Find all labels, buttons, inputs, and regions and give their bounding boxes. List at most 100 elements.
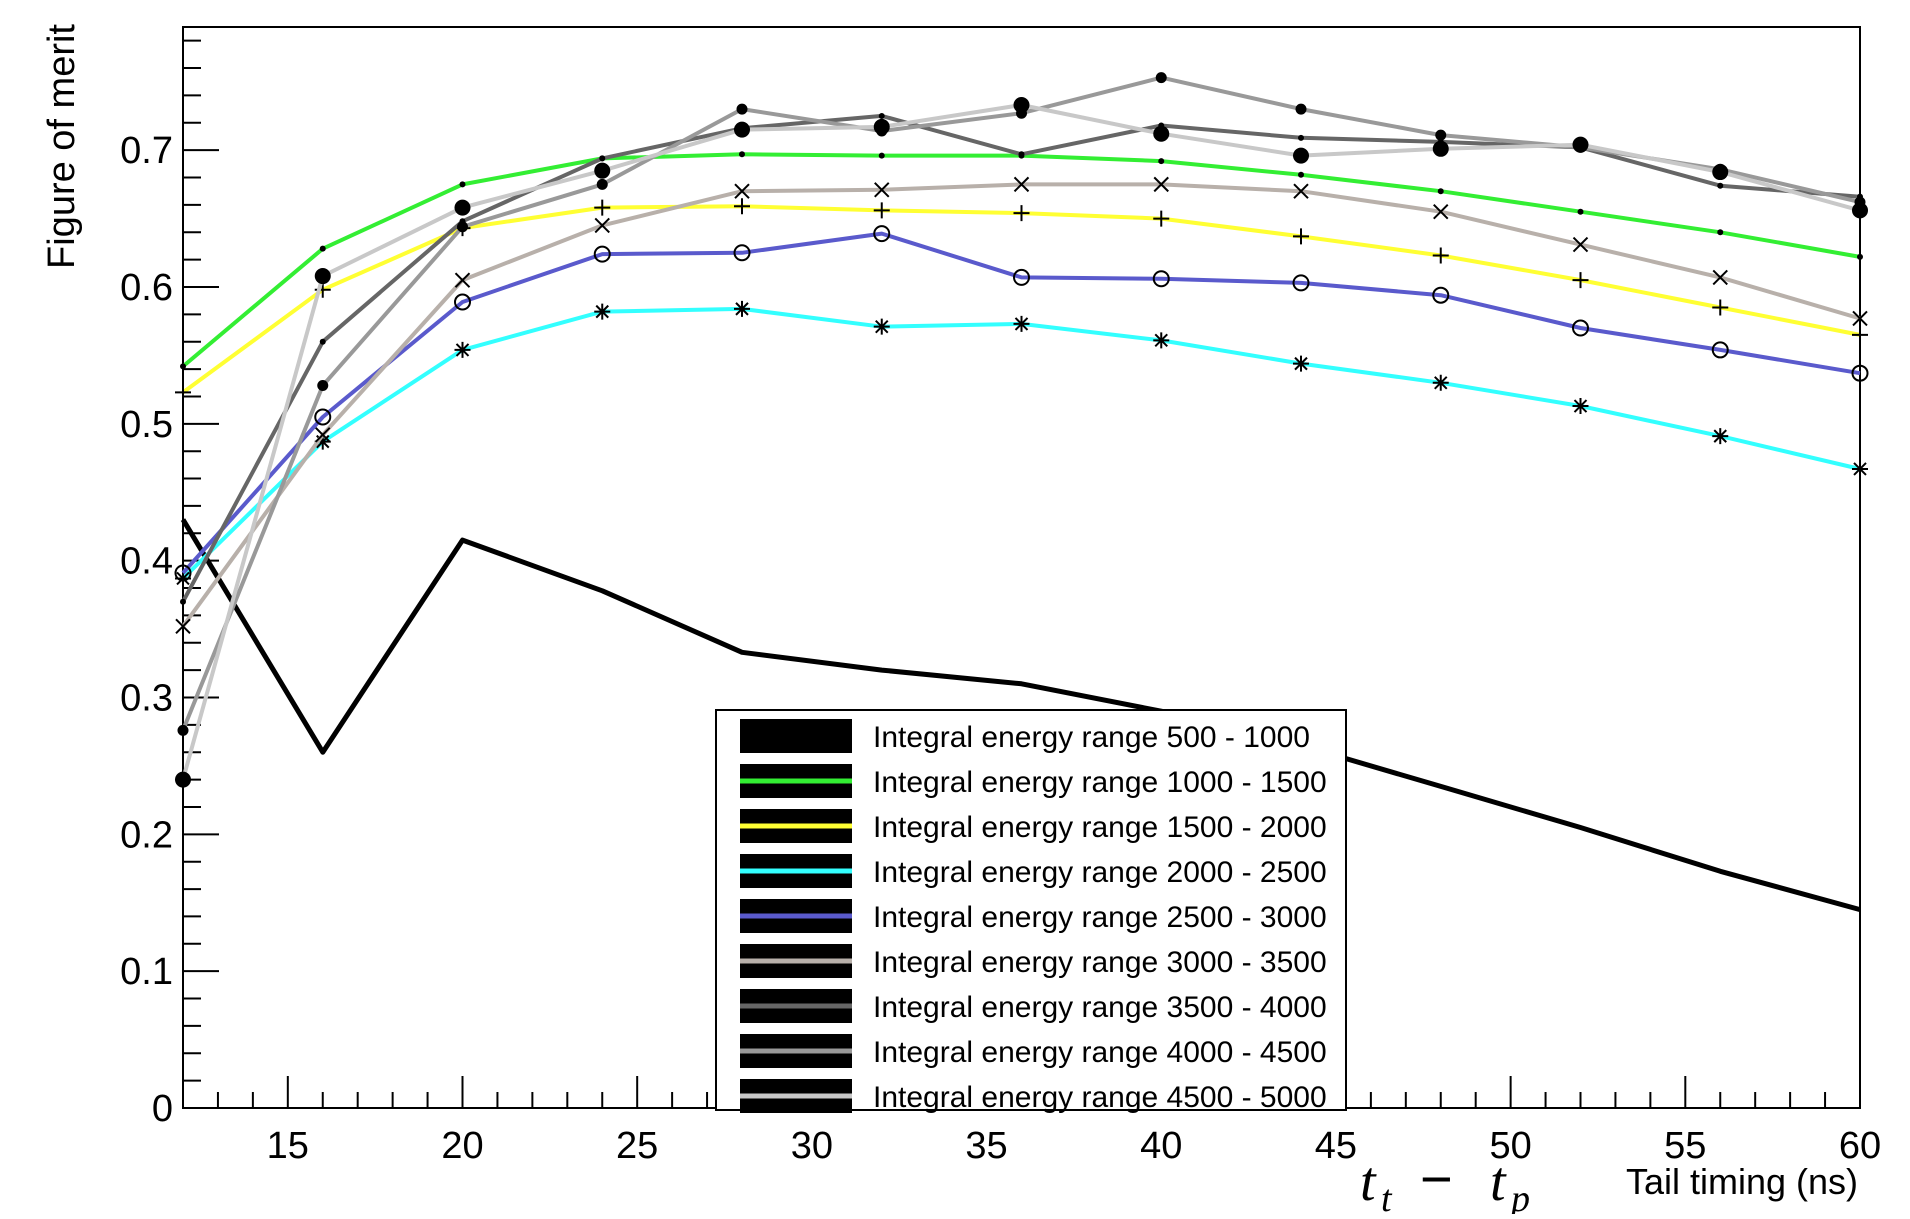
data-point bbox=[1298, 171, 1304, 178]
x-tick-label: 25 bbox=[616, 1125, 658, 1167]
data-point bbox=[1433, 204, 1449, 220]
x-tick-label: 35 bbox=[965, 1125, 1007, 1167]
data-point bbox=[314, 408, 332, 426]
x-tick-label: 60 bbox=[1839, 1125, 1881, 1167]
data-point bbox=[1293, 355, 1309, 372]
y-tick-label: 0.2 bbox=[120, 814, 173, 856]
data-point bbox=[1432, 374, 1449, 391]
y-tick-label: 0.1 bbox=[120, 951, 173, 993]
data-point bbox=[1851, 364, 1869, 382]
data-point bbox=[734, 121, 750, 138]
data-point bbox=[1152, 270, 1170, 288]
series-6 bbox=[175, 176, 1868, 635]
data-point bbox=[594, 162, 611, 179]
data-point bbox=[873, 202, 890, 219]
data-point bbox=[1432, 286, 1450, 304]
data-point bbox=[873, 225, 891, 243]
data-point bbox=[596, 178, 608, 190]
data-point bbox=[1717, 229, 1724, 236]
legend-label: Integral energy range 500 - 1000 bbox=[873, 721, 1310, 754]
data-point bbox=[1293, 228, 1309, 245]
data-point bbox=[1292, 274, 1310, 292]
data-point bbox=[1153, 210, 1170, 227]
y-tick-label: 0 bbox=[152, 1088, 173, 1130]
data-point bbox=[1572, 236, 1589, 253]
data-point bbox=[878, 152, 885, 159]
data-point bbox=[1852, 326, 1868, 343]
data-point bbox=[1432, 140, 1449, 157]
legend-label: Integral energy range 1500 - 2000 bbox=[873, 811, 1327, 844]
data-point bbox=[1435, 129, 1447, 141]
data-point bbox=[1155, 72, 1167, 84]
data-point bbox=[599, 155, 606, 162]
series-line bbox=[181, 231, 1861, 575]
legend-entry: Integral energy range 3000 - 3500 bbox=[740, 944, 1327, 979]
data-point bbox=[1013, 268, 1030, 286]
data-point bbox=[594, 303, 611, 320]
data-point bbox=[1013, 176, 1030, 193]
data-point bbox=[174, 564, 192, 582]
data-point bbox=[594, 217, 610, 234]
data-point bbox=[454, 199, 471, 216]
data-point bbox=[1293, 147, 1309, 164]
y-tick-label: 0.3 bbox=[120, 677, 173, 719]
data-point bbox=[1298, 134, 1304, 141]
legend: Integral energy range 500 - 1000 Integral… bbox=[715, 709, 1347, 1114]
x-axis-label-math-sub-t: t bbox=[1381, 1178, 1393, 1214]
y-tick-label: 0.7 bbox=[120, 130, 173, 172]
x-axis-label: t t − t p Tail timing (ns) bbox=[1360, 1147, 1858, 1219]
legend-entry: Integral energy range 4000 - 4500 bbox=[740, 1034, 1327, 1069]
data-point bbox=[733, 244, 751, 262]
data-point bbox=[1013, 96, 1030, 113]
series-4 bbox=[175, 300, 1868, 587]
legend-label: Integral energy range 3500 - 4000 bbox=[873, 991, 1327, 1024]
data-point bbox=[878, 112, 885, 119]
data-point bbox=[1572, 398, 1589, 415]
x-tick-label: 30 bbox=[791, 1125, 833, 1167]
data-point bbox=[1857, 253, 1863, 260]
x-axis-label-math-t2: t bbox=[1490, 1151, 1507, 1213]
data-point bbox=[1437, 188, 1444, 195]
data-point bbox=[1013, 315, 1030, 332]
series-5 bbox=[174, 225, 1869, 582]
data-point bbox=[1712, 164, 1729, 181]
data-point bbox=[319, 338, 326, 345]
x-axis-label-minus: − bbox=[1420, 1147, 1453, 1210]
data-point bbox=[454, 272, 471, 288]
data-point bbox=[314, 268, 331, 285]
legend-entry: Integral energy range 500 - 1000 bbox=[740, 719, 1310, 754]
data-point bbox=[454, 341, 471, 358]
data-point bbox=[874, 182, 890, 198]
data-point bbox=[175, 618, 191, 635]
x-tick-label: 50 bbox=[1489, 1125, 1531, 1167]
data-point bbox=[739, 151, 745, 158]
data-point bbox=[1153, 332, 1170, 349]
axis-ticks: 15 20 25 30 35 40 45 50 55 60 0 0.1 0.2 0.3 0.4 0.5 0.6 0… bbox=[120, 39, 1881, 1167]
data-point bbox=[1572, 272, 1589, 289]
data-point bbox=[1852, 460, 1868, 477]
x-axis-label-math-t: t bbox=[1360, 1151, 1377, 1213]
data-point bbox=[1712, 269, 1728, 286]
data-point bbox=[734, 300, 750, 317]
data-point bbox=[1711, 341, 1729, 359]
data-point bbox=[873, 318, 890, 335]
data-point bbox=[314, 433, 331, 450]
data-point bbox=[319, 245, 326, 252]
x-tick-label: 45 bbox=[1315, 1125, 1357, 1167]
data-point bbox=[180, 363, 186, 370]
data-point bbox=[1293, 183, 1309, 199]
x-axis-label-math-sub-p: p bbox=[1508, 1178, 1530, 1214]
data-point bbox=[593, 245, 611, 263]
y-tick-label: 0.5 bbox=[120, 404, 173, 446]
y-tick-label: 0.4 bbox=[120, 541, 173, 583]
data-point bbox=[177, 724, 189, 736]
data-point bbox=[454, 293, 471, 311]
x-axis-label-text: Tail timing (ns) bbox=[1626, 1161, 1858, 1202]
data-point bbox=[736, 103, 748, 115]
legend-swatch bbox=[740, 719, 852, 753]
data-point bbox=[1712, 428, 1729, 445]
legend-label: Integral energy range 4500 - 5000 bbox=[873, 1081, 1327, 1114]
data-point bbox=[457, 221, 468, 233]
data-point bbox=[1712, 299, 1729, 316]
